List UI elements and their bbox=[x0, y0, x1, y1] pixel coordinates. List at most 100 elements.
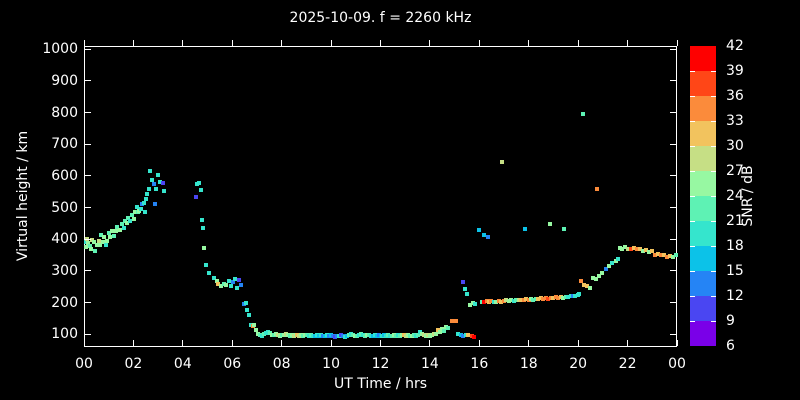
data-point bbox=[548, 295, 553, 300]
x-tick-bottom bbox=[83, 340, 85, 346]
data-point bbox=[468, 302, 473, 307]
x-tick-top bbox=[429, 40, 431, 46]
data-point bbox=[128, 218, 133, 223]
data-point bbox=[659, 253, 664, 258]
data-point bbox=[119, 222, 124, 227]
data-point bbox=[115, 225, 120, 230]
data-point bbox=[465, 333, 470, 337]
x-tick-label: 04 bbox=[173, 356, 192, 372]
colorbar-tick-label: 6 bbox=[726, 338, 735, 354]
data-point bbox=[665, 255, 670, 260]
y-tick-label: 800 bbox=[51, 104, 78, 121]
data-point bbox=[111, 234, 116, 239]
y-tick-label: 500 bbox=[51, 199, 78, 216]
data-point bbox=[134, 205, 139, 209]
data-point bbox=[591, 275, 596, 280]
data-point bbox=[96, 238, 101, 243]
data-point bbox=[536, 297, 541, 302]
data-point bbox=[91, 240, 96, 245]
data-point bbox=[236, 277, 241, 282]
data-point bbox=[463, 287, 467, 292]
x-tick-bottom bbox=[627, 340, 629, 346]
x-tick-label: 14 bbox=[420, 356, 439, 372]
data-point bbox=[110, 228, 115, 233]
data-point bbox=[437, 329, 442, 334]
colorbar-segment bbox=[690, 46, 716, 71]
data-point bbox=[582, 282, 587, 287]
data-point bbox=[433, 332, 438, 337]
colorbar-notch-right bbox=[711, 196, 716, 197]
data-point bbox=[482, 300, 487, 305]
x-tick-bottom bbox=[182, 340, 184, 346]
data-point bbox=[131, 217, 136, 222]
colorbar-axis-title: SNR / dB bbox=[740, 165, 756, 227]
colorbar-tick-label: 36 bbox=[726, 88, 744, 104]
y-tick-left bbox=[85, 270, 91, 272]
colorbar-segment bbox=[690, 196, 716, 221]
y-tick-right bbox=[670, 175, 676, 177]
y-tick-left bbox=[85, 238, 91, 240]
data-point bbox=[644, 248, 649, 253]
data-point bbox=[511, 298, 516, 303]
data-point bbox=[597, 273, 602, 278]
colorbar-segment bbox=[690, 71, 716, 96]
data-point bbox=[526, 297, 531, 302]
data-point bbox=[149, 177, 154, 182]
colorbar-notch-left bbox=[690, 146, 695, 147]
data-point bbox=[464, 292, 469, 297]
colorbar-tick-label: 18 bbox=[726, 238, 744, 254]
data-point bbox=[202, 245, 207, 250]
y-tick-label: 300 bbox=[51, 262, 78, 279]
data-point bbox=[253, 327, 258, 332]
data-point bbox=[154, 186, 159, 191]
x-tick-top bbox=[528, 40, 530, 46]
snr-colorbar bbox=[690, 46, 716, 346]
colorbar-segment bbox=[690, 271, 716, 296]
data-point bbox=[207, 270, 212, 275]
x-tick-top bbox=[577, 40, 579, 46]
data-point bbox=[501, 299, 506, 304]
data-point bbox=[247, 313, 252, 318]
colorbar-notch-right bbox=[711, 271, 716, 272]
colorbar-segment bbox=[690, 246, 716, 271]
data-point bbox=[600, 270, 605, 275]
colorbar-segment bbox=[690, 121, 716, 146]
data-point bbox=[106, 230, 111, 235]
data-point bbox=[616, 257, 621, 262]
colorbar-notch-left bbox=[690, 246, 695, 247]
data-point bbox=[553, 295, 558, 300]
data-point bbox=[245, 307, 250, 312]
data-point bbox=[83, 244, 88, 249]
colorbar-tick-label: 27 bbox=[726, 163, 744, 179]
data-point bbox=[509, 298, 514, 303]
data-point bbox=[463, 332, 468, 337]
data-point bbox=[201, 225, 206, 230]
colorbar-segment bbox=[690, 296, 716, 321]
y-tick-label: 700 bbox=[51, 136, 78, 153]
x-tick-top bbox=[281, 40, 283, 46]
data-point bbox=[494, 299, 499, 304]
data-point bbox=[161, 181, 166, 186]
data-point bbox=[521, 298, 526, 303]
data-point bbox=[533, 296, 538, 301]
data-point bbox=[231, 279, 236, 284]
x-tick-bottom bbox=[478, 340, 480, 346]
y-tick-left bbox=[85, 80, 91, 82]
data-point bbox=[95, 242, 100, 247]
data-point bbox=[571, 293, 576, 298]
colorbar-segment bbox=[690, 146, 716, 171]
data-point bbox=[479, 300, 484, 305]
colorbar-notch-right bbox=[711, 171, 716, 172]
colorbar-notch-left bbox=[690, 321, 695, 322]
data-point bbox=[528, 296, 533, 301]
data-point bbox=[214, 278, 219, 283]
colorbar-notch-left bbox=[690, 271, 695, 272]
data-point bbox=[514, 297, 519, 302]
data-point bbox=[524, 297, 529, 302]
data-point bbox=[147, 168, 152, 173]
data-point bbox=[446, 326, 451, 331]
x-tick-bottom bbox=[676, 340, 678, 346]
data-point bbox=[556, 295, 561, 300]
data-point bbox=[548, 222, 553, 227]
colorbar-segment bbox=[690, 171, 716, 196]
